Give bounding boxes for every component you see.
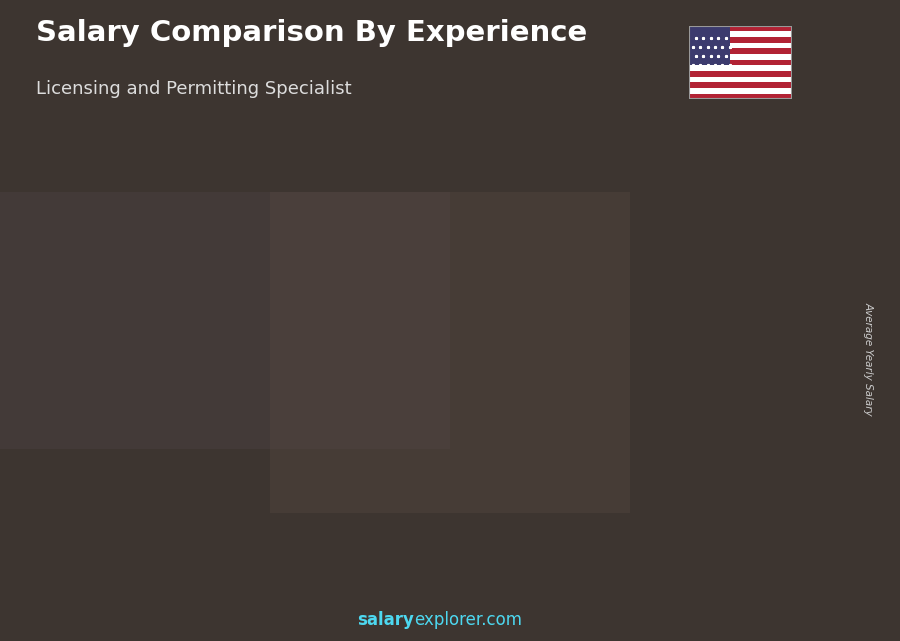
Bar — [716, 196, 782, 567]
Text: +23%: +23% — [149, 321, 203, 339]
Text: salary: salary — [357, 612, 414, 629]
Polygon shape — [782, 187, 794, 567]
Bar — [73, 411, 140, 567]
Polygon shape — [268, 365, 280, 567]
Bar — [459, 250, 526, 567]
Bar — [688, 54, 792, 60]
Polygon shape — [587, 206, 665, 216]
Polygon shape — [716, 187, 794, 196]
Bar — [688, 88, 792, 94]
Text: Average Yearly Salary: Average Yearly Salary — [863, 302, 874, 416]
Text: 67,900 USD: 67,900 USD — [206, 348, 275, 361]
Polygon shape — [73, 401, 151, 411]
Text: +6%: +6% — [670, 142, 712, 160]
Text: +42%: +42% — [278, 241, 332, 259]
Bar — [688, 26, 730, 65]
Text: 131,000 USD: 131,000 USD — [716, 169, 793, 182]
Bar — [688, 31, 792, 37]
Bar — [688, 43, 792, 48]
Text: 112,000 USD: 112,000 USD — [459, 223, 536, 236]
Bar — [688, 48, 792, 54]
Bar — [587, 216, 654, 567]
Text: +10%: +10% — [536, 162, 589, 180]
Bar — [688, 37, 792, 43]
Bar — [688, 71, 792, 77]
Text: +17%: +17% — [407, 196, 461, 214]
Polygon shape — [654, 206, 665, 567]
Text: 96,200 USD: 96,200 USD — [335, 267, 404, 281]
Bar — [202, 375, 268, 567]
Bar — [688, 26, 792, 31]
Text: 124,000 USD: 124,000 USD — [588, 189, 665, 202]
Polygon shape — [140, 401, 151, 567]
Polygon shape — [459, 240, 537, 250]
Polygon shape — [526, 240, 537, 567]
Text: Licensing and Permitting Specialist: Licensing and Permitting Specialist — [36, 80, 352, 98]
Bar — [688, 65, 792, 71]
Bar — [688, 77, 792, 82]
Polygon shape — [202, 365, 280, 375]
Polygon shape — [330, 285, 409, 295]
Bar — [330, 295, 397, 567]
Bar — [688, 60, 792, 65]
Bar — [270, 192, 630, 513]
Bar — [0, 192, 450, 449]
Text: explorer.com: explorer.com — [414, 612, 522, 629]
Bar — [688, 94, 792, 99]
Bar — [688, 82, 792, 88]
Text: Salary Comparison By Experience: Salary Comparison By Experience — [36, 19, 587, 47]
Polygon shape — [397, 285, 409, 567]
Text: 55,300 USD: 55,300 USD — [77, 383, 147, 397]
